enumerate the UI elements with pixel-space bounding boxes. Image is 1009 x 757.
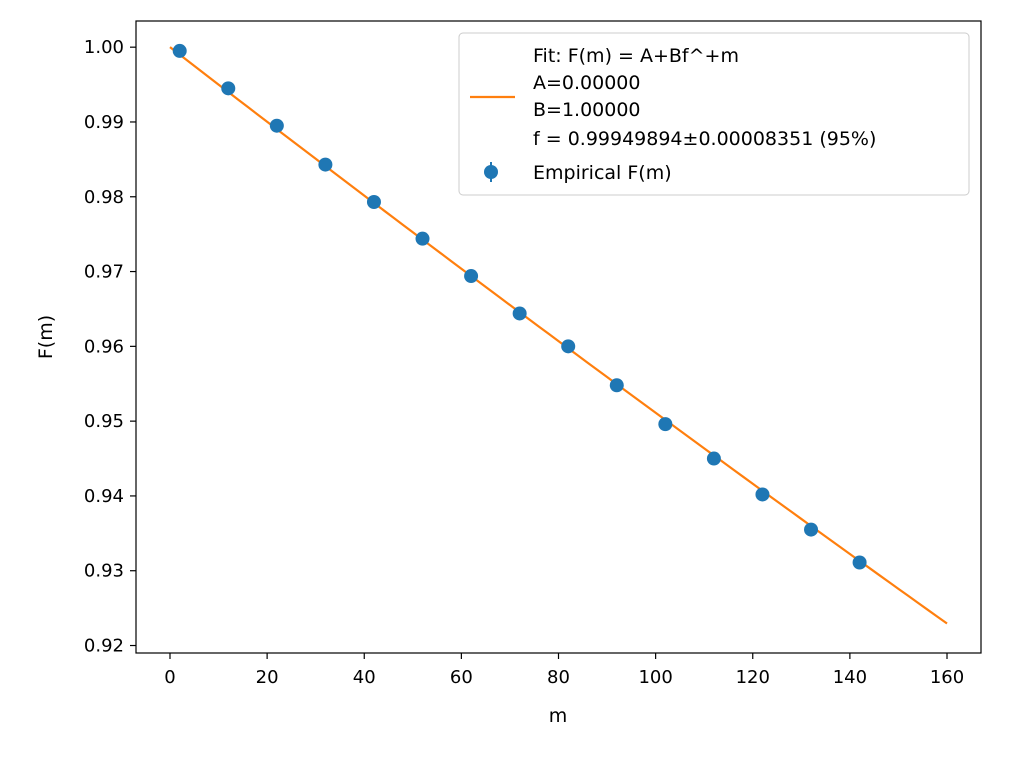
y-tick-label: 1.00 — [84, 37, 124, 58]
empirical-point — [366, 194, 381, 209]
empirical-point — [269, 118, 284, 133]
empirical-point — [415, 231, 430, 246]
y-tick-label: 0.97 — [84, 262, 124, 283]
empirical-point — [804, 522, 819, 537]
empirical-point — [464, 269, 479, 284]
x-tick-label: 80 — [547, 667, 570, 688]
empirical-point — [755, 487, 770, 502]
y-tick-label: 0.96 — [84, 336, 124, 357]
legend-empirical-label: Empirical F(m) — [533, 162, 672, 184]
y-tick-label: 0.98 — [84, 187, 124, 208]
empirical-point — [609, 378, 624, 393]
x-tick-label: 60 — [450, 667, 473, 688]
y-tick-label: 0.95 — [84, 411, 124, 432]
empirical-point — [852, 555, 867, 570]
x-tick-label: 100 — [638, 667, 672, 688]
y-tick-label: 0.99 — [84, 112, 124, 133]
legend-fit-label-line-2: A=0.00000 — [533, 72, 641, 94]
x-tick-label: 20 — [256, 667, 279, 688]
empirical-point — [658, 417, 673, 432]
y-axis: 0.92 0.93 0.94 0.95 0.96 0.97 0.98 0.99 1.00 — [84, 37, 136, 657]
x-tick-label: 160 — [930, 667, 964, 688]
x-axis: 0 20 40 60 80 100 120 140 160 — [164, 653, 964, 688]
x-tick-label: 0 — [164, 667, 175, 688]
legend: Fit: F(m) = A+Bf^+m A=0.00000 B=1.00000 … — [458, 32, 970, 196]
empirical-point — [172, 43, 187, 58]
x-tick-label: 120 — [736, 667, 770, 688]
x-tick-label: 40 — [353, 667, 376, 688]
legend-box — [458, 32, 970, 196]
empirical-point — [561, 339, 576, 354]
empirical-point — [221, 81, 236, 96]
legend-empirical-marker — [484, 165, 498, 179]
chart-marks — [169, 43, 948, 625]
y-tick-label: 0.94 — [84, 486, 124, 507]
legend-fit-label-line-3: B=1.00000 — [533, 99, 641, 121]
y-tick-label: 0.92 — [84, 636, 124, 657]
empirical-point — [706, 451, 721, 466]
x-tick-label: 140 — [833, 667, 867, 688]
x-axis-label: m — [549, 705, 568, 727]
empirical-point — [318, 157, 333, 172]
y-tick-label: 0.93 — [84, 561, 124, 582]
legend-empirical-swatch — [484, 162, 498, 182]
y-axis-label: F(m) — [35, 315, 57, 359]
legend-fit-label-line-4: f = 0.99949894±0.00008351 (95%) — [533, 128, 876, 150]
empirical-point — [512, 306, 527, 321]
legend-fit-label-line-1: Fit: F(m) = A+Bf^+m — [533, 45, 739, 67]
